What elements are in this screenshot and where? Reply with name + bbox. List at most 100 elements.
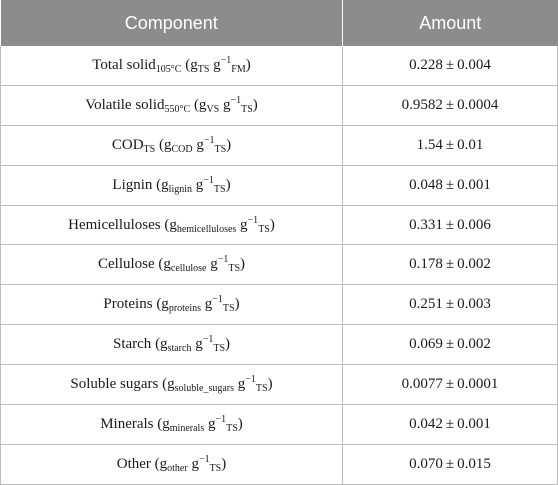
unit-numerator-subscript: soluble_sugars: [174, 383, 235, 395]
plus-minus: ±: [445, 256, 455, 273]
unit-denominator-subscript: TS: [214, 143, 227, 155]
unit-close: ): [225, 176, 231, 193]
component-name: Starch: [112, 336, 152, 353]
unit-denominator-subscript: TS: [222, 303, 235, 315]
unit-denominator: g: [191, 455, 199, 472]
unit-exponent: −1: [217, 254, 229, 266]
unit-close: ): [240, 256, 246, 273]
unit-close: ): [237, 415, 243, 432]
amount-error: 0.006: [457, 216, 491, 233]
unit-exponent: −1: [203, 174, 214, 186]
unit-exponent: −1: [230, 94, 242, 106]
component-cell: Other (gother g−1TS): [0, 444, 343, 485]
plus-minus: ±: [445, 296, 455, 313]
unit-open: (g: [162, 376, 175, 393]
header-amount: Amount: [342, 0, 558, 46]
table-row: Lignin (glignin g−1TS) 0.048 ±0.001: [0, 165, 558, 206]
amount-value: 0.251: [409, 296, 443, 313]
plus-minus: ±: [445, 415, 455, 432]
component-name: Cellulose: [97, 256, 155, 273]
table-row: Other (gother g−1TS) 0.070 ±0.015: [0, 444, 558, 485]
unit-denominator: g: [237, 376, 246, 393]
unit-denominator: g: [222, 96, 231, 113]
unit-numerator-subscript: minerals: [169, 422, 205, 434]
unit-denominator: g: [213, 56, 221, 73]
unit-open: (g: [157, 415, 170, 432]
unit-open: (g: [185, 56, 198, 73]
component-name: Lignin: [112, 176, 153, 193]
amount-cell: 0.9582 ±0.0004: [342, 85, 558, 126]
unit-exponent: −1: [202, 334, 214, 346]
unit-denominator: g: [204, 296, 213, 313]
plus-minus: ±: [445, 136, 455, 153]
component-cell: Starch (gstarch g−1TS): [0, 324, 343, 366]
unit-open: (g: [156, 296, 169, 313]
component-cell: Volatile solid550°C (gVS g−1TS): [0, 85, 343, 126]
amount-cell: 0.178 ±0.002: [342, 244, 558, 286]
header-row: Component Amount: [0, 0, 558, 46]
unit-denominator-subscript: TS: [258, 223, 270, 235]
unit-numerator-subscript: cellulose: [170, 263, 207, 275]
unit-denominator-subscript: TS: [241, 103, 253, 115]
component-cell: Soluble sugars (gsoluble_sugars g−1TS): [0, 364, 343, 406]
unit-denominator-subscript: TS: [226, 422, 238, 434]
unit-denominator-subscript: FM: [231, 63, 246, 75]
amount-error: 0.002: [457, 256, 491, 273]
amount-cell: 0.042 ±0.001: [342, 404, 558, 445]
component-cell: Total solid105°C (gTS g−1FM): [0, 46, 343, 86]
unit-close: ): [267, 376, 273, 393]
unit-open: (g: [155, 336, 168, 353]
unit-exponent: −1: [245, 374, 256, 386]
plus-minus: ±: [445, 336, 455, 353]
unit-open: (g: [156, 176, 169, 193]
table-row: Starch (gstarch g−1TS) 0.069 ±0.002: [0, 324, 558, 366]
plus-minus: ±: [445, 176, 455, 193]
unit-close: ): [221, 455, 227, 472]
unit-denominator: g: [196, 136, 204, 153]
amount-value: 0.0077: [401, 376, 443, 393]
unit-open: (g: [158, 136, 172, 153]
component-name: Minerals: [100, 415, 154, 432]
unit-close: ): [269, 216, 275, 233]
unit-close: ): [252, 96, 258, 113]
amount-value: 1.54: [416, 136, 443, 153]
amount-cell: 0.331 ±0.006: [342, 205, 558, 246]
component-name: Total solid: [92, 56, 156, 73]
unit-numerator-subscript: proteins: [168, 303, 202, 315]
component-name-subscript: TS: [143, 143, 156, 155]
unit-numerator-subscript: TS: [197, 63, 210, 75]
amount-error: 0.002: [457, 336, 491, 353]
amount-value: 0.070: [409, 455, 443, 472]
amount-cell: 0.0077 ±0.0001: [342, 364, 558, 406]
amount-cell: 0.251 ±0.003: [342, 284, 558, 326]
amount-error: 0.001: [457, 176, 491, 193]
component-cell: Hemicelluloses (ghemicelluloses g−1TS): [0, 205, 343, 246]
plus-minus: ±: [445, 376, 455, 393]
table-row: CODTS (gCOD g−1TS) 1.54 ±0.01: [0, 125, 558, 166]
unit-open: (g: [193, 96, 207, 113]
amount-error: 0.004: [457, 56, 491, 73]
amount-value: 0.331: [409, 216, 443, 233]
unit-exponent: −1: [203, 134, 215, 146]
table-row: Total solid105°C (gTS g−1FM) 0.228 ±0.004: [0, 46, 558, 86]
table-row: Hemicelluloses (ghemicelluloses g−1TS) 0.…: [0, 205, 558, 246]
unit-numerator-subscript: hemicelluloses: [176, 223, 237, 235]
unit-numerator-subscript: VS: [206, 103, 220, 115]
table-row: Soluble sugars (gsoluble_sugars g−1TS) 0.…: [0, 364, 558, 406]
table-row: Volatile solid550°C (gVS g−1TS) 0.9582 ±0.…: [0, 85, 558, 126]
amount-cell: 0.069 ±0.002: [342, 324, 558, 366]
unit-close: ): [226, 136, 232, 153]
unit-exponent: −1: [212, 294, 223, 306]
component-cell: Cellulose (gcellulose g−1TS): [0, 244, 343, 286]
plus-minus: ±: [445, 216, 455, 233]
unit-numerator-subscript: starch: [167, 343, 192, 355]
header-component: Component: [0, 0, 343, 46]
unit-numerator-subscript: COD: [171, 143, 193, 155]
unit-denominator: g: [195, 176, 204, 193]
table-row: Cellulose (gcellulose g−1TS) 0.178 ±0.002: [0, 244, 558, 286]
unit-numerator-subscript: lignin: [168, 183, 193, 195]
amount-error: 0.001: [457, 415, 491, 432]
amount-cell: 1.54 ±0.01: [342, 125, 558, 166]
amount-error: 0.003: [457, 296, 491, 313]
plus-minus: ±: [445, 455, 455, 472]
